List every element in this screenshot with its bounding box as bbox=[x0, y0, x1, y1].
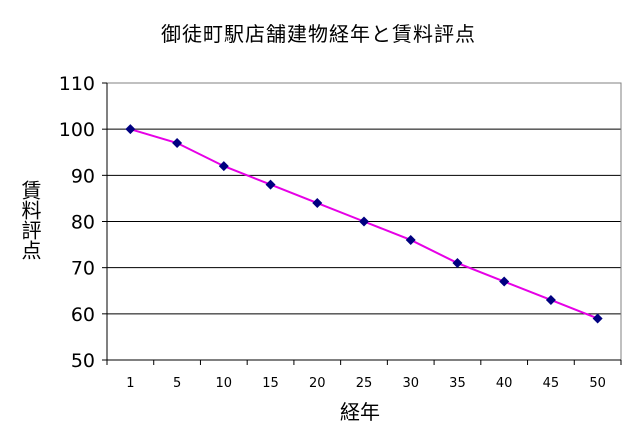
x-tick-label: 10 bbox=[216, 376, 233, 391]
data-point-marker bbox=[452, 258, 463, 269]
data-point-marker bbox=[125, 124, 136, 135]
data-point-marker bbox=[499, 276, 510, 287]
data-point-marker bbox=[172, 138, 183, 149]
y-tick-label: 60 bbox=[71, 304, 95, 326]
data-point-marker bbox=[405, 234, 416, 245]
data-point-marker bbox=[359, 216, 369, 227]
y-tick-label: 70 bbox=[71, 258, 95, 280]
x-tick-label: 25 bbox=[356, 376, 373, 391]
y-tick-label: 90 bbox=[71, 165, 95, 187]
data-point-marker bbox=[545, 294, 556, 305]
data-point-marker bbox=[218, 161, 229, 172]
x-tick-label: 5 bbox=[173, 376, 181, 391]
x-tick-label: 20 bbox=[309, 376, 326, 391]
x-axis-label: 経年 bbox=[340, 400, 380, 424]
x-tick-label: 15 bbox=[262, 376, 279, 391]
x-tick-label: 1 bbox=[126, 376, 134, 391]
y-tick-label: 50 bbox=[71, 350, 95, 372]
x-tick-label: 45 bbox=[543, 376, 560, 391]
x-tick-label: 35 bbox=[449, 376, 466, 391]
y-axis-label: 賃料評点 bbox=[18, 180, 42, 260]
x-tick-label: 30 bbox=[402, 376, 419, 391]
x-tick-label: 40 bbox=[496, 376, 513, 391]
chart-title: 御徒町駅店舗建物経年と賃料評点 bbox=[161, 22, 476, 46]
data-point-marker bbox=[265, 179, 276, 190]
data-point-marker bbox=[592, 313, 603, 324]
y-tick-label: 100 bbox=[59, 119, 95, 141]
x-tick-label: 50 bbox=[589, 376, 606, 391]
y-tick-label: 80 bbox=[71, 212, 95, 234]
data-point-marker bbox=[312, 198, 323, 209]
y-tick-label: 110 bbox=[59, 73, 95, 95]
